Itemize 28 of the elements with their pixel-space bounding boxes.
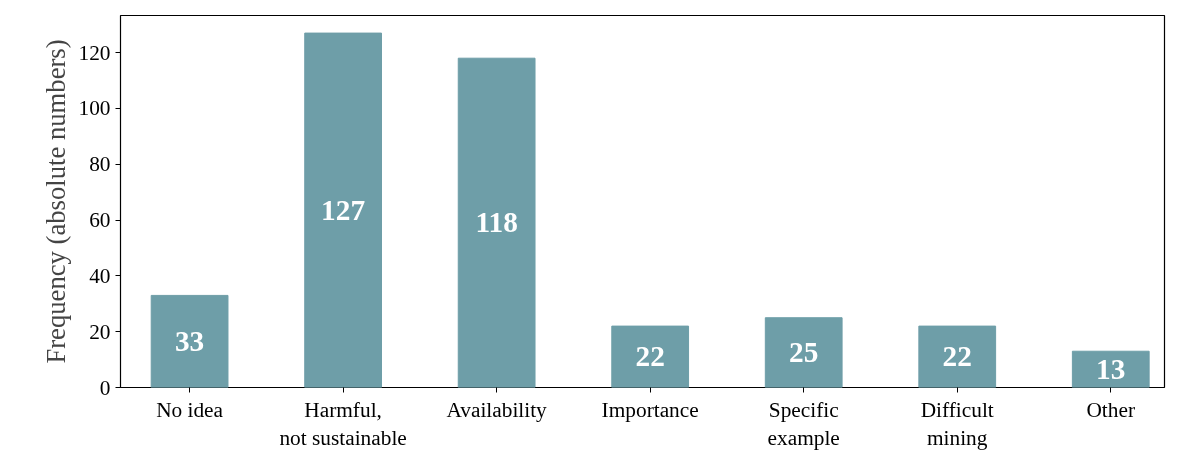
data-label: 13 — [1096, 352, 1126, 385]
data-label: 33 — [174, 324, 205, 357]
x-tick-label: Harmful, not sustainable — [279, 397, 407, 451]
x-tick-label: No idea — [156, 397, 224, 422]
y-tick-label: 100 — [78, 96, 111, 121]
x-tick-label: Specific example — [767, 397, 840, 451]
x-tick-label: Availability — [446, 397, 548, 422]
y-tick-label: 80 — [89, 152, 111, 177]
bar — [457, 57, 536, 388]
bar — [150, 294, 229, 388]
data-label: 22 — [942, 340, 972, 373]
y-axis-title: Frequency (absolute numbers) — [40, 39, 71, 364]
data-label: 25 — [789, 336, 819, 369]
y-tick-label: 60 — [89, 208, 111, 233]
x-tick-label: Importance — [601, 397, 699, 422]
y-tick-label: 40 — [89, 263, 111, 288]
data-label: 118 — [475, 206, 518, 239]
bar — [304, 32, 382, 388]
bar — [764, 317, 843, 388]
x-tick-label: Difficult mining — [920, 397, 994, 451]
data-label: 127 — [321, 193, 366, 226]
x-tick-label: Other — [1086, 397, 1136, 422]
bar — [918, 325, 997, 388]
y-tick-label: 20 — [89, 319, 111, 344]
y-tick-label: 120 — [78, 40, 111, 65]
data-label: 22 — [635, 340, 665, 373]
bar — [611, 325, 690, 388]
y-tick-label: 0 — [99, 375, 111, 400]
